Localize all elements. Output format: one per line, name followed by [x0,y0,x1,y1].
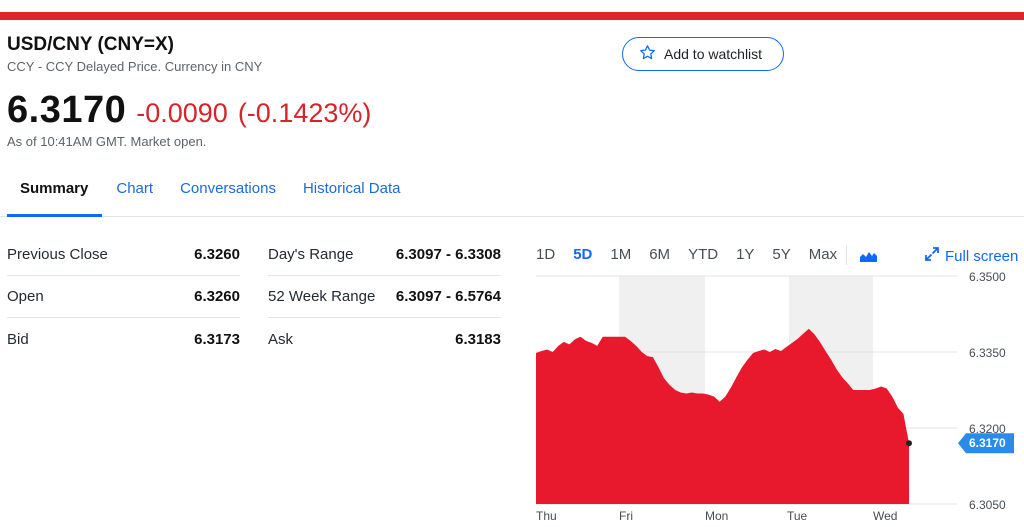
stat-label: Bid [7,330,29,348]
y-tick-label: 6.3200 [969,422,1006,436]
expand-icon [925,247,939,265]
price-row: 6.3170 -0.0090 (-0.1423%) [7,89,371,132]
top-brand-bar [0,12,1024,20]
tab-divider [0,216,1024,217]
full-screen-label: Full screen [945,247,1019,265]
stat-value: 6.3260 [194,288,240,305]
stat-label: 52 Week Range [268,288,376,305]
x-tick-label: Fri [619,509,633,523]
range-ytd[interactable]: YTD [688,246,719,263]
range-max[interactable]: Max [808,246,838,263]
stat-value: 6.3260 [194,246,240,263]
x-tick-label: Thu [536,509,557,523]
y-tick-label: 6.3500 [969,270,1006,284]
range-1y[interactable]: 1Y [736,246,755,263]
range-1d[interactable]: 1D [536,246,556,263]
price-change-percent: (-0.1423%) [237,98,372,128]
range-1m[interactable]: 1M [610,246,632,263]
stat-label: Previous Close [7,246,108,263]
chart-type-mountain-icon[interactable] [860,249,877,267]
stat-row: Open 6.3260 [7,276,240,318]
last-price-dot [906,440,912,447]
tab-chart[interactable]: Chart [116,180,154,197]
price-change: -0.0090 [136,98,228,128]
quote-title: USD/CNY (CNY=X) [7,34,174,55]
star-icon [639,44,656,64]
tab-summary[interactable]: Summary [20,180,89,197]
x-tick-label: Mon [705,509,728,523]
range-5d[interactable]: 5D [573,246,593,263]
price-area [536,328,909,504]
stat-row: 52 Week Range 6.3097 - 6.5764 [268,276,501,318]
current-price-label: 6.3170 [969,436,1006,450]
current-price-tag [958,433,1014,454]
y-tick-label: 6.3350 [969,346,1006,360]
stat-row: Previous Close 6.3260 [7,234,240,276]
chart-range-selector: 1D 5D 1M 6M YTD 1Y 5Y Max [536,246,855,263]
x-tick-label: Wed [873,509,897,523]
y-tick-label: 6.3050 [969,498,1006,512]
stat-value: 6.3173 [194,330,240,348]
add-to-watchlist-label: Add to watchlist [664,46,763,62]
stat-label: Ask [268,330,294,348]
stat-value: 6.3183 [455,330,501,348]
quote-tabs: Summary Chart Conversations Historical D… [7,176,427,197]
current-price: 6.3170 [7,89,127,131]
quote-subtitle: CCY - CCY Delayed Price. Currency in CNY [7,59,263,74]
active-tab-indicator [7,214,102,217]
stat-row: Ask 6.3183 [268,318,501,360]
stat-label: Open [7,288,44,305]
full-screen-button[interactable]: Full screen [925,247,1018,265]
stat-row: Day's Range 6.3097 - 6.3308 [268,234,501,276]
range-divider [846,245,847,265]
stat-label: Day's Range [268,246,354,263]
stat-value: 6.3097 - 6.3308 [395,246,501,263]
x-tick-label: Tue [787,509,808,523]
range-5y[interactable]: 5Y [772,246,791,263]
stat-value: 6.3097 - 6.5764 [395,288,501,305]
tab-historical-data[interactable]: Historical Data [302,180,401,197]
tab-conversations[interactable]: Conversations [180,180,276,197]
range-6m[interactable]: 6M [649,246,671,263]
as-of-timestamp: As of 10:41AM GMT. Market open. [7,134,207,149]
stat-row: Bid 6.3173 [7,318,240,360]
add-to-watchlist-button[interactable]: Add to watchlist [622,37,784,71]
